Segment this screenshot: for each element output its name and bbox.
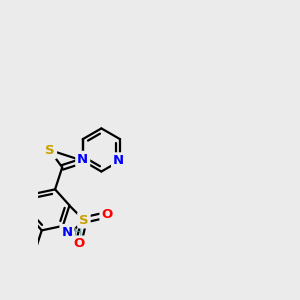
Text: S: S [79, 214, 89, 226]
Text: S: S [46, 144, 55, 157]
Text: O: O [73, 237, 84, 250]
Text: N: N [113, 154, 124, 167]
Text: O: O [101, 208, 112, 221]
Text: H: H [74, 228, 82, 238]
Text: N: N [61, 226, 73, 239]
Text: N: N [77, 153, 88, 166]
